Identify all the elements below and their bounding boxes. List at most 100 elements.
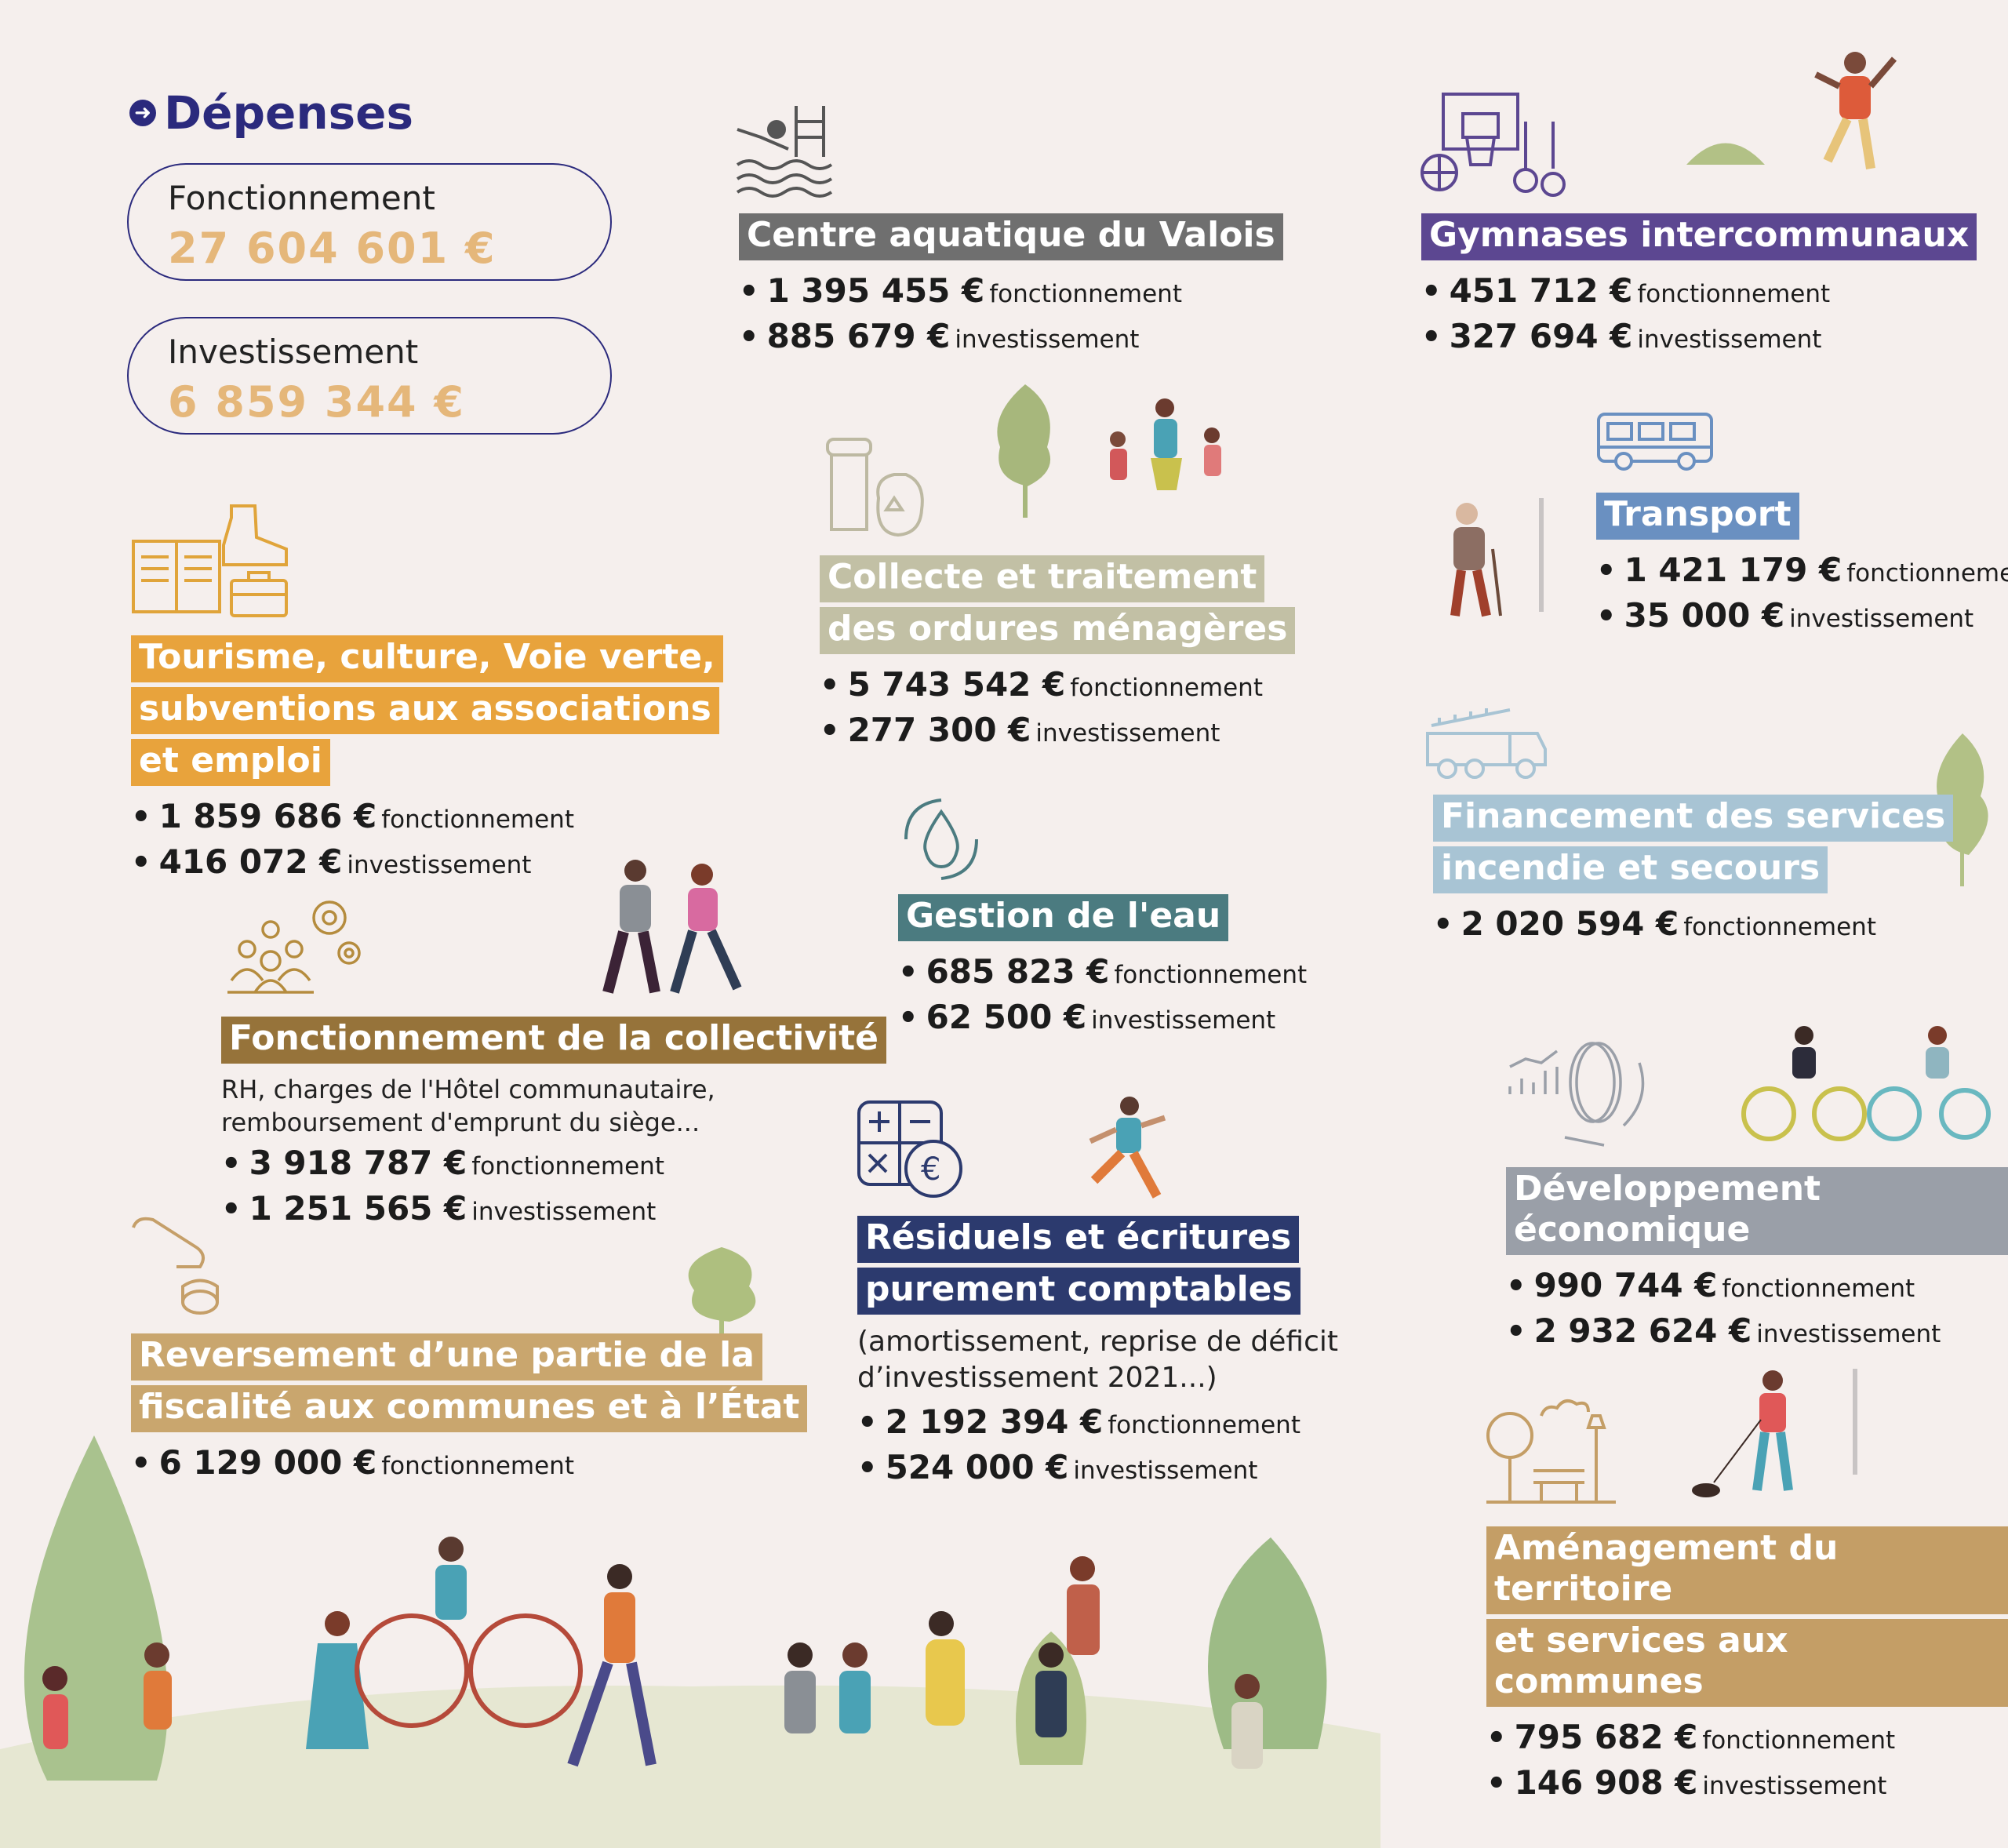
category-title-line: Tourisme, culture, Voie verte, (131, 635, 723, 682)
category-title-line: Centre aquatique du Valois (739, 213, 1283, 260)
page-heading: ➜ Dépenses (129, 86, 413, 140)
amount: 1 859 686 € (158, 797, 377, 835)
category-tourisme: Tourisme, culture, Voie verte, subventio… (131, 635, 723, 886)
cyclists-illustration (1741, 1026, 1991, 1141)
category-collecte: Collecte et traitement des ordures ménag… (820, 555, 1296, 755)
amount: 1 251 565 € (249, 1189, 467, 1228)
page-title: Dépenses (164, 86, 414, 140)
investissement-line: • 277 300 € investissement (820, 711, 1220, 749)
category-gymnases: Gymnases intercommunaux • 451 712 € foncti… (1421, 213, 1977, 361)
amount: 2 932 624 € (1533, 1311, 1752, 1350)
total-fonctionnement-box: Fonctionnement 27 604 601 € (127, 163, 612, 281)
investissement-line: • 885 679 € investissement (739, 317, 1140, 355)
kind-label: fonctionnement (1683, 913, 1876, 941)
category-title-line: Gymnases intercommunaux (1421, 213, 1977, 260)
category-title: Tourisme, culture, Voie verte, subventio… (131, 635, 723, 786)
kind-label: investissement (1789, 605, 1974, 633)
category-title-line: et emploi (131, 739, 330, 786)
kind-label: investissement (955, 326, 1140, 354)
fonctionnement-line: • 2 020 594 € fonctionnement (1433, 904, 1876, 943)
category-residuels: Résiduels et écritures purement comptabl… (857, 1216, 1338, 1492)
category-title-line: Transport (1596, 493, 1799, 540)
bus-icon (1597, 413, 1713, 471)
category-amenagement: Aménagement du territoire et services au… (1486, 1526, 2008, 1807)
kind-label: fonctionnement (1108, 1411, 1300, 1439)
investissement-line: • 146 908 € investissement (1486, 1763, 1887, 1802)
amount: 35 000 € (1624, 596, 1785, 635)
category-title-line: Résiduels et écritures (857, 1216, 1300, 1263)
total-investissement-value: 6 859 344 € (168, 377, 465, 427)
fonctionnement-line: • 6 129 000 € fonctionnement (131, 1443, 574, 1482)
category-title-line: incendie et secours (1433, 846, 1828, 893)
trash-bin-recycle-icon (826, 438, 924, 537)
kind-label: investissement (1637, 326, 1822, 354)
investissement-line: • 62 500 € investissement (898, 998, 1276, 1036)
total-investissement-label: Investissement (168, 333, 419, 371)
investissement-line: • 524 000 € investissement (857, 1448, 1258, 1486)
kind-label: investissement (1073, 1457, 1258, 1485)
category-title-line: Financement des services (1433, 795, 1954, 842)
amount: 6 129 000 € (158, 1443, 377, 1482)
kind-label: fonctionnement (1637, 280, 1831, 308)
category-title-line: Collecte et traitement (820, 555, 1265, 602)
amount: 2 020 594 € (1461, 904, 1679, 943)
skater-illustration (1814, 52, 1897, 169)
tree-illustration (997, 384, 1051, 518)
note-line: remboursement d'emprunt du siège... (221, 1108, 700, 1137)
fonctionnement-line: • 1 859 686 € fonctionnement (131, 797, 574, 835)
book-boot-briefcase-icon (132, 504, 288, 617)
fonctionnement-line: •1 421 179 €fonctionnement (1596, 549, 2008, 595)
category-incendie: Financement des services incendie et sec… (1433, 795, 1954, 948)
amount: 685 823 € (926, 952, 1110, 991)
category-title-line: Fonctionnement de la collectivité (221, 1017, 887, 1064)
amount: 2 192 394 € (885, 1402, 1104, 1441)
amount: 451 712 € (1449, 271, 1633, 310)
investissement-line: • 2 932 624 € investissement (1506, 1311, 1941, 1350)
category-note: (amortissement, reprise de déficit d’inv… (857, 1324, 1338, 1396)
kind-label: investissement (1702, 1772, 1887, 1800)
kind-label: fonctionnement (471, 1152, 664, 1180)
category-title-line: Gestion de l'eau (898, 894, 1229, 941)
amount: 277 300 € (847, 711, 1031, 749)
amount: 795 682 € (1514, 1718, 1698, 1756)
swimmer-pool-icon (736, 106, 833, 198)
investissement-line: • 416 072 € investissement (131, 842, 532, 881)
couple-walking-illustration (602, 860, 742, 994)
dog-walker-illustration (1692, 1369, 1857, 1497)
category-title-line: purement comptables (857, 1268, 1300, 1315)
total-investissement-box: Investissement 6 859 344 € (127, 317, 612, 435)
category-title-line: Aménagement du territoire (1486, 1526, 2008, 1614)
kind-label: fonctionnement (1722, 1275, 1915, 1303)
kind-label: investissement (1035, 719, 1220, 748)
kind-label: fonctionnement (989, 280, 1182, 308)
kind-label: fonctionnement (1846, 559, 2008, 588)
total-fonctionnement-label: Fonctionnement (168, 179, 435, 217)
category-developpement: Développement économique • 990 744 € fonct… (1506, 1167, 2008, 1355)
investissement-line: • 1 251 565 € investissement (221, 1189, 657, 1228)
kind-label: fonctionnement (1070, 674, 1263, 702)
fonctionnement-line: • 451 712 € fonctionnement (1421, 271, 1831, 310)
fonctionnement-line: • 685 823 € fonctionnement (898, 952, 1308, 991)
amount: 524 000 € (885, 1448, 1069, 1486)
fonctionnement-line: • 5 743 542 € fonctionnement (820, 665, 1263, 704)
park-crowd-illustration (0, 1435, 1380, 1848)
amount: 416 072 € (158, 842, 343, 881)
kind-label: fonctionnement (1114, 961, 1308, 989)
category-note: RH, charges de l'Hôtel communautaire, re… (221, 1073, 886, 1139)
fire-truck-icon (1426, 708, 1547, 779)
svg-text:€: € (921, 1151, 940, 1188)
family-walking-illustration (1110, 398, 1221, 490)
hill-illustration (1686, 143, 1765, 165)
tree-illustration (688, 1247, 756, 1345)
water-drop-cycle-icon (904, 798, 978, 880)
amount: 1 421 179 € (1624, 551, 1842, 589)
category-title-line: des ordures ménagères (820, 607, 1296, 654)
total-fonctionnement-value: 27 604 601 € (168, 224, 497, 273)
investissement-line: • 327 694 € investissement (1421, 317, 1822, 355)
amount: 885 679 € (766, 317, 951, 355)
fonctionnement-line: • 990 744 € fonctionnement (1506, 1266, 1915, 1304)
amount: 146 908 € (1514, 1763, 1698, 1802)
fonctionnement-line: • 1 395 455 € fonctionnement (739, 271, 1182, 310)
amount: 1 395 455 € (766, 271, 985, 310)
investissement-line: • 35 000 € investissement (1596, 596, 1974, 635)
